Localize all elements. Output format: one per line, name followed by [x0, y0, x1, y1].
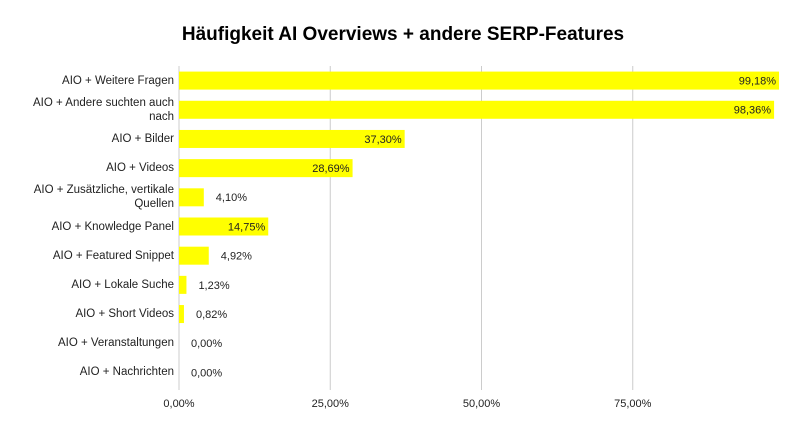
bar [179, 305, 184, 324]
data-label: 0,00% [191, 338, 222, 350]
x-tick-label: 25,00% [312, 398, 350, 410]
data-label: 1,23% [198, 280, 229, 292]
y-tick-label: AIO + Featured Snippet [52, 249, 174, 262]
y-tick-label: AIO + Videos [106, 162, 174, 175]
bar [179, 246, 209, 265]
y-tick-label: AIO + Weitere Fragen [62, 74, 174, 87]
bar [179, 275, 187, 294]
bar [179, 100, 775, 119]
y-tick-label: AIO + Veranstaltungen [57, 337, 174, 350]
y-tick-label: AIO + Bilder [111, 132, 174, 145]
data-label: 0,00% [191, 367, 222, 379]
x-tick-label: 0,00% [163, 398, 194, 410]
data-label: 4,92% [221, 251, 252, 263]
x-tick-label: 75,00% [614, 398, 652, 410]
y-tick-label: AIO + Lokale Suche [71, 278, 174, 291]
bar [179, 159, 353, 178]
y-tick-label: AIO + Andere suchten auch nach [33, 96, 174, 123]
bar [179, 217, 269, 236]
data-label: 14,75% [228, 221, 266, 233]
y-tick-label: AIO + Knowledge Panel [51, 220, 174, 233]
data-label: 0,82% [196, 309, 227, 321]
data-label: 4,10% [216, 192, 247, 204]
bar [179, 188, 204, 207]
x-tick-label: 50,00% [463, 398, 501, 410]
data-label: 99,18% [739, 75, 777, 87]
data-label: 28,69% [312, 163, 350, 175]
y-tick-label: AIO + Short Videos [75, 308, 174, 321]
bar [179, 129, 405, 148]
bar [179, 71, 780, 90]
data-label: 98,36% [734, 105, 772, 117]
chart-title: Häufigkeit AI Overviews + andere SERP-Fe… [182, 24, 624, 45]
data-label: 37,30% [364, 134, 402, 146]
y-tick-label: AIO + Nachrichten [79, 366, 174, 379]
y-tick-label: AIO + Zusätzliche, vertikale Quellen [33, 184, 174, 211]
